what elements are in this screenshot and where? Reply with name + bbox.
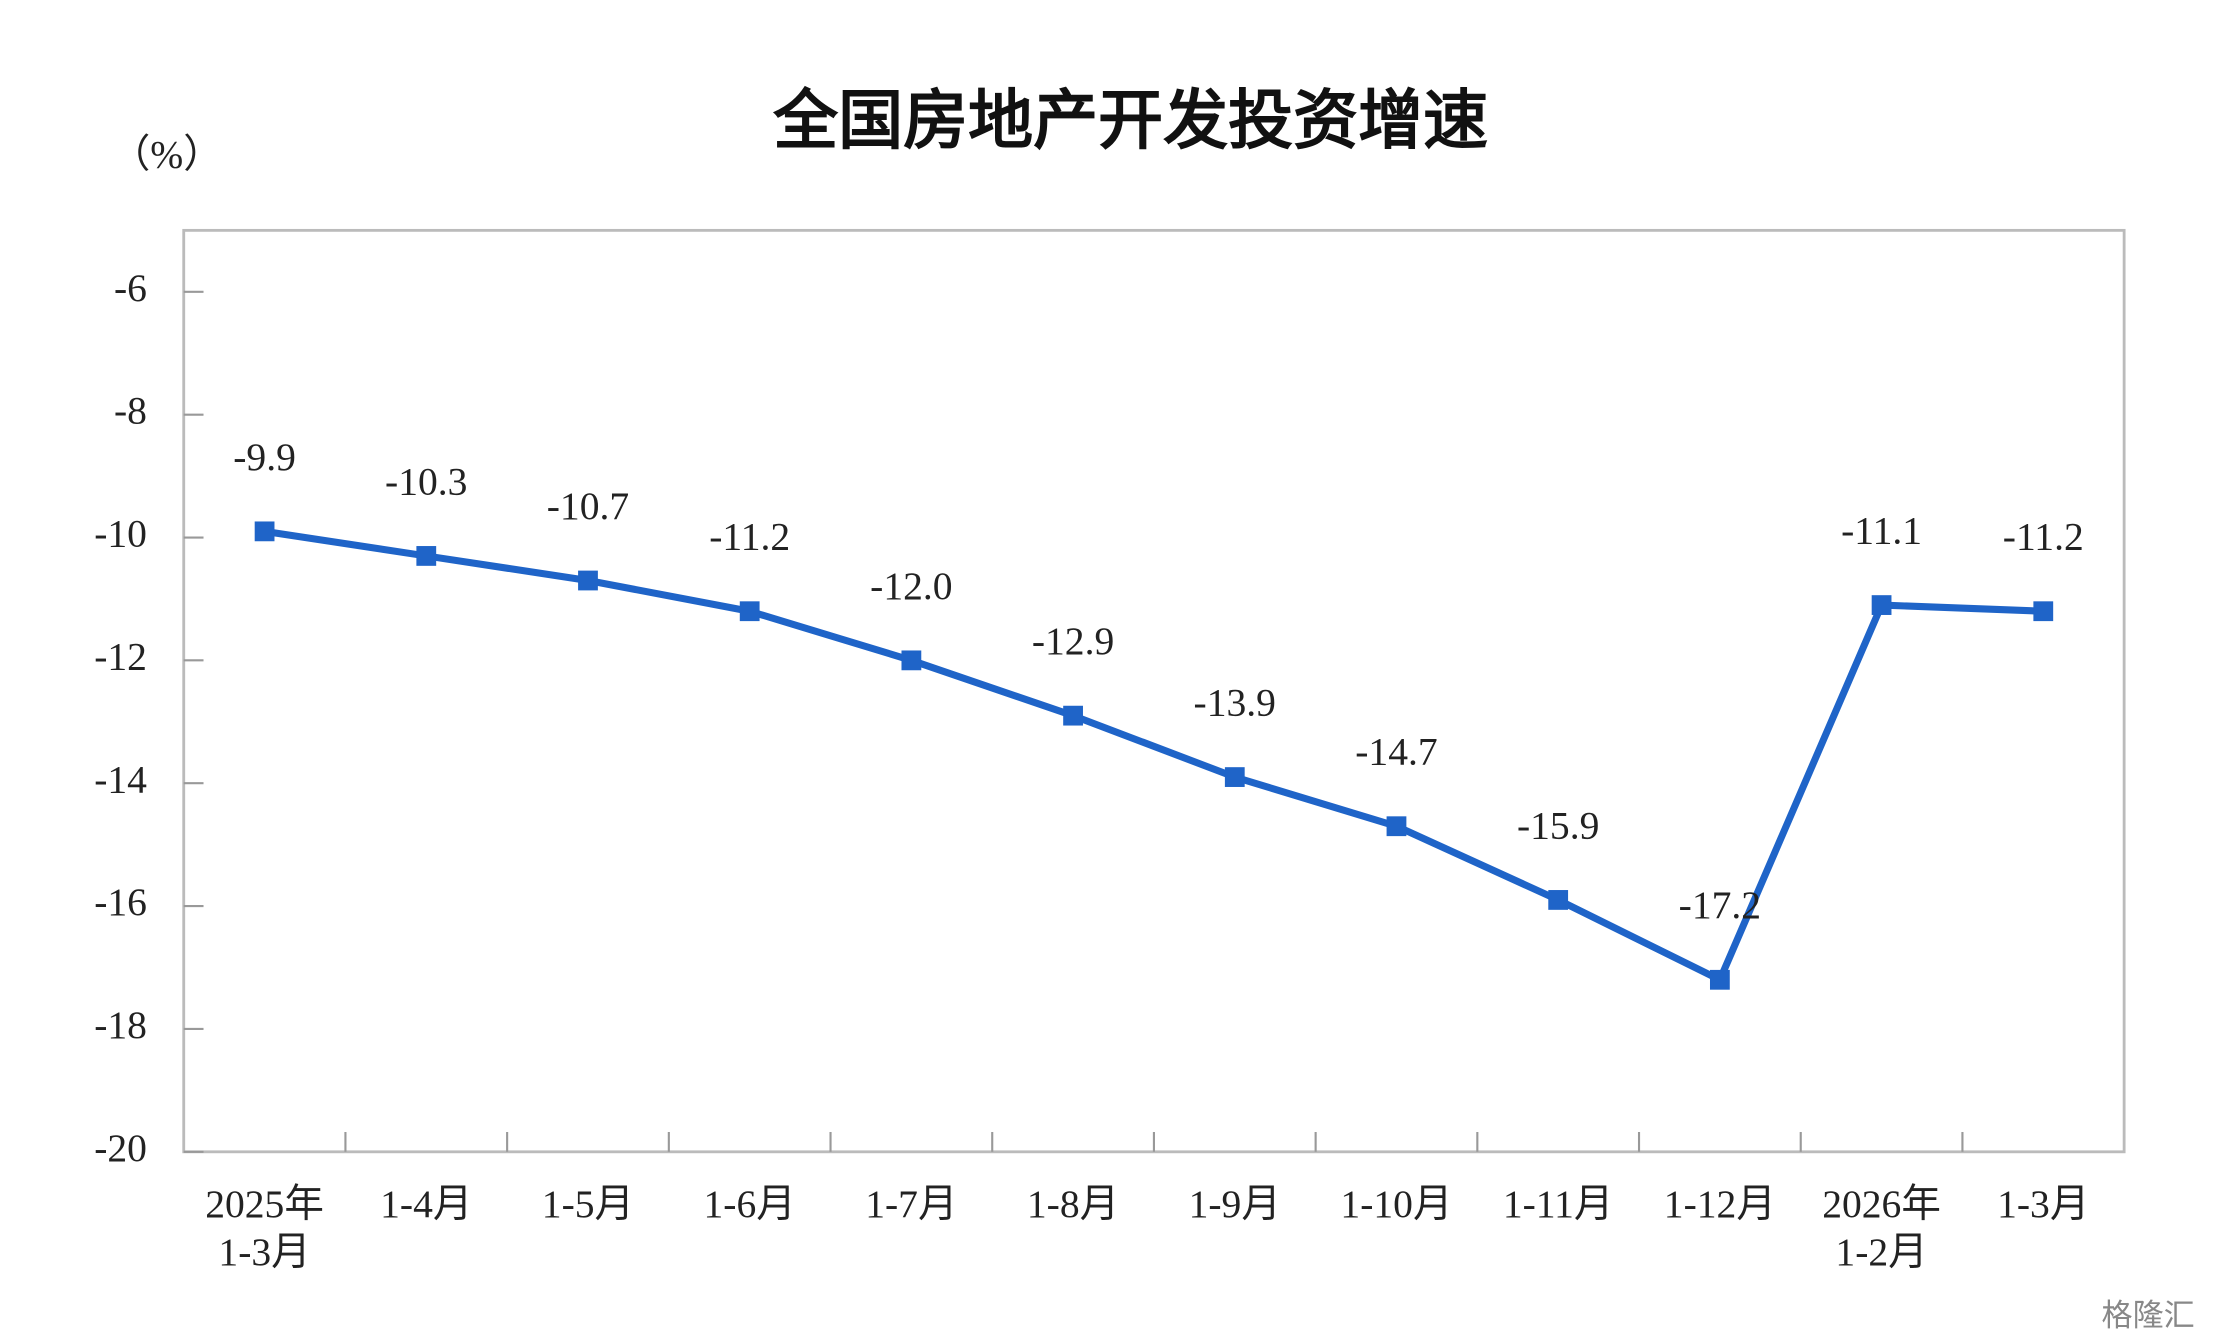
data-label: -14.7 [1355,730,1437,774]
x-tick-label: 1-12月 [1663,1182,1776,1227]
point-marker [1871,595,1892,615]
y-tick-label: -16 [94,880,147,924]
data-label: -11.2 [2003,515,2084,559]
x-tick-label-box: 1-3月 [1997,1182,2090,1227]
data-label: -13.9 [1194,680,1276,724]
x-tick-label: 1-8月 [1026,1182,1120,1227]
chart-title: 全国房地产开发投资增速 [772,83,1488,158]
x-tick-label-box: 1-8月 [1026,1182,1120,1227]
y-tick-label: -14 [94,757,147,801]
point-marker [2033,601,2054,622]
series-line [264,527,2044,984]
x-tick-label: 1-5月 [541,1182,635,1227]
point-marker [1709,969,1730,990]
point-marker [578,570,598,591]
x-tick-label-box: 1-10月 [1340,1182,1453,1227]
x-tick-label: 1-6月 [703,1182,796,1227]
x-tick-label: 1-4月 [380,1182,473,1227]
data-label: -11.2 [709,515,790,559]
point-marker [254,521,275,542]
x-tick-label-box: 1-7月 [865,1182,958,1227]
point-marker [416,546,437,566]
data-label: -12.9 [1032,619,1114,663]
y-tick-label: -8 [114,389,147,433]
point-marker [1224,767,1245,787]
data-label: -10.7 [547,484,629,528]
point-marker [901,650,922,671]
data-label: -15.9 [1517,803,1599,847]
watermark: 格隆汇 [2102,1298,2195,1334]
point-marker [1063,705,1083,726]
data-label: -12.0 [870,564,952,608]
data-label: -9.9 [233,435,296,479]
y-tick-label: -10 [94,512,147,556]
point-marker [1548,890,1569,910]
x-tick-label-box: 1-5月 [541,1182,635,1227]
x-tick-label-box: 2025年 1-3月 [205,1182,324,1275]
x-tick-label: 1-3月 [1997,1182,2090,1227]
x-tick-label-box: 1-11月 [1502,1182,1614,1227]
y-unit: （%） [111,132,223,176]
x-tick-label-box: 2026年 1-2月 [1822,1182,1941,1275]
data-label: -10.3 [385,459,467,503]
data-label: -17.2 [1679,883,1761,927]
y-tick-label: -6 [114,266,147,310]
y-tick-label: -12 [94,634,147,678]
x-tick-label-box: 1-4月 [380,1182,473,1227]
point-marker [739,601,760,622]
x-tick-label: 1-11月 [1502,1182,1614,1227]
point-marker [1386,816,1407,837]
y-tick-label: -20 [94,1126,147,1170]
x-tick-label-box: 1-12月 [1663,1182,1776,1227]
data-label: -11.1 [1841,508,1922,552]
y-tick-label: -18 [94,1003,147,1047]
x-tick-label-box: 1-9月 [1188,1182,1281,1227]
x-tick-label: 1-7月 [865,1182,958,1227]
x-tick-label: 2026年 1-2月 [1822,1182,1941,1275]
x-tick-label: 1-10月 [1340,1182,1453,1227]
x-tick-label: 1-9月 [1188,1182,1281,1227]
x-tick-label-box: 1-6月 [703,1182,796,1227]
x-tick-label: 2025年 1-3月 [205,1182,324,1275]
